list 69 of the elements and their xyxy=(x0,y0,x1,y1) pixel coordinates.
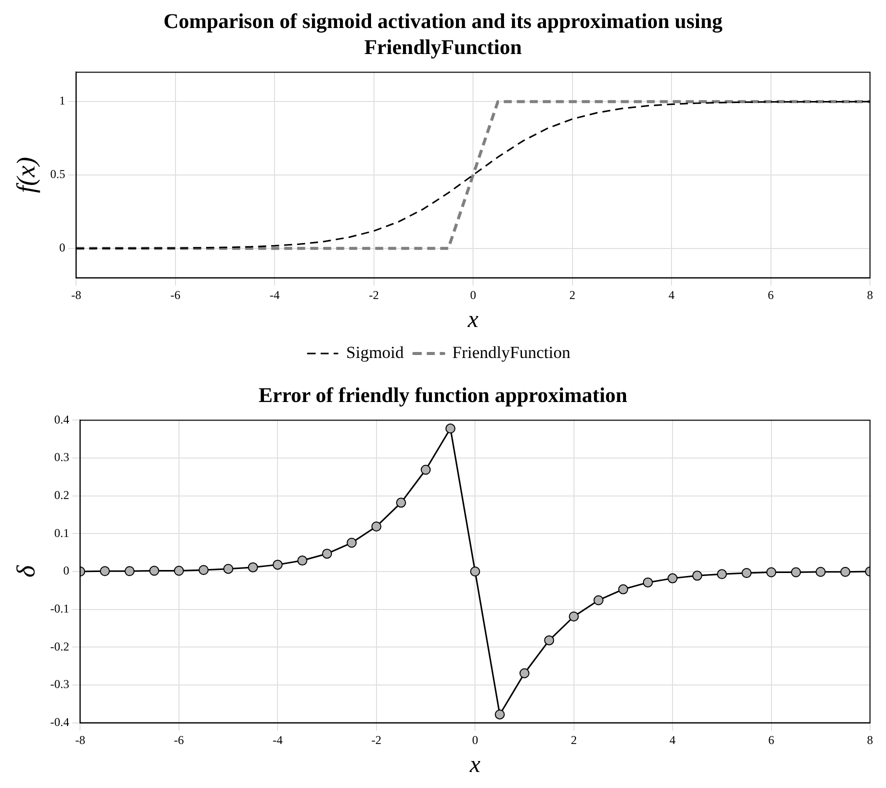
point xyxy=(100,566,110,576)
point xyxy=(396,498,406,508)
point xyxy=(470,566,480,576)
point xyxy=(716,569,727,580)
point xyxy=(790,567,801,578)
x-tick-label: -8 xyxy=(75,733,86,748)
legend-label: Sigmoid xyxy=(346,342,404,362)
point xyxy=(420,464,431,475)
chart-title: Error of friendly function approximation xyxy=(258,382,628,408)
point xyxy=(668,573,678,584)
y-tick-label: 1 xyxy=(59,94,66,108)
point xyxy=(618,584,628,594)
x-tick-label: -8 xyxy=(71,288,82,302)
point xyxy=(223,564,234,574)
x-tick-label: -2 xyxy=(368,288,379,302)
point xyxy=(124,566,135,576)
x-tick-label: 4 xyxy=(670,733,676,748)
point xyxy=(297,556,308,566)
y-tick-label: -0.1 xyxy=(50,601,70,616)
legend-label: FriendlyFunction xyxy=(452,342,571,362)
x-tick-label: -6 xyxy=(170,288,180,302)
x-tick-label: 6 xyxy=(768,733,774,748)
point xyxy=(766,567,776,578)
point xyxy=(248,562,258,572)
point xyxy=(346,538,357,548)
point xyxy=(149,566,160,576)
point xyxy=(840,566,850,577)
y-tick-label: 0.2 xyxy=(54,488,70,502)
point xyxy=(816,566,826,577)
x-tick-label: 8 xyxy=(867,288,873,302)
point xyxy=(519,668,530,678)
y-tick-label: -0.3 xyxy=(50,677,70,692)
y-tick-label: 0 xyxy=(63,564,70,578)
point xyxy=(642,577,653,588)
point xyxy=(272,560,283,570)
x-axis-title: x xyxy=(466,306,479,333)
point xyxy=(198,564,209,575)
y-axis-title: δ xyxy=(11,564,40,578)
x-tick-label: 6 xyxy=(768,288,774,302)
x-tick-label: 4 xyxy=(668,288,675,302)
x-tick-label: -6 xyxy=(174,733,184,748)
y-tick-label: -0.4 xyxy=(50,714,70,729)
y-tick-label: -0.2 xyxy=(50,639,70,654)
x-tick-label: -2 xyxy=(371,733,382,748)
chart-title: Comparison of sigmoid activation and its approximation using FriendlyFunction xyxy=(163,8,723,60)
point xyxy=(692,570,702,581)
point xyxy=(544,635,554,646)
x-tick-label: 2 xyxy=(570,733,577,748)
x-axis-title: x xyxy=(468,752,481,778)
x-tick-label: 0 xyxy=(470,288,476,302)
x-tick-label: 8 xyxy=(867,733,873,748)
x-tick-label: -4 xyxy=(272,733,283,748)
point xyxy=(568,612,579,622)
point xyxy=(322,548,332,559)
point xyxy=(742,568,752,578)
point xyxy=(445,424,456,434)
y-tick-label: 0.1 xyxy=(54,526,70,540)
point xyxy=(594,595,604,606)
x-tick-label: -4 xyxy=(270,288,280,302)
y-axis-title: f(x) xyxy=(11,156,40,194)
x-tick-label: 2 xyxy=(569,288,576,302)
y-tick-label: 0.3 xyxy=(54,450,70,464)
y-tick-label: 0.4 xyxy=(54,412,70,426)
y-tick-label: 0.5 xyxy=(50,167,66,182)
point xyxy=(174,566,184,576)
point xyxy=(494,709,505,720)
point xyxy=(371,521,382,532)
y-tick-label: 0 xyxy=(59,240,66,255)
x-tick-label: 0 xyxy=(472,733,478,748)
